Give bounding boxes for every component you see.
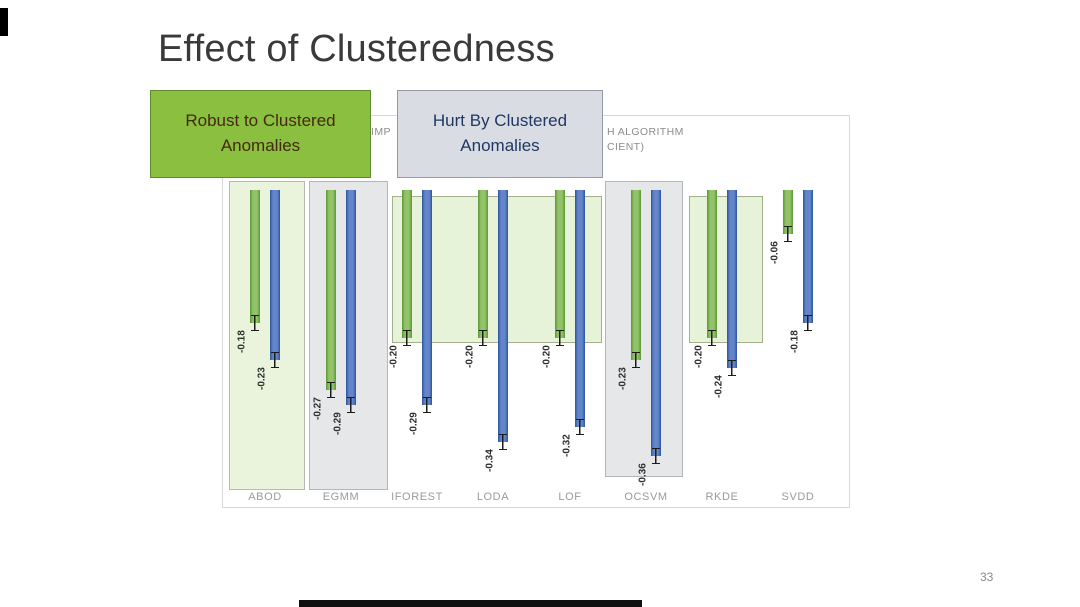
bar-iforest-green — [402, 190, 412, 338]
bar-abod-blue — [270, 190, 280, 360]
axis-label-egmm: EGMM — [322, 491, 360, 503]
error-bar-ocsvm-blue — [652, 448, 660, 464]
error-bar-abod-green — [251, 315, 259, 331]
bar-value-label-egmm-green: -0.27 — [312, 397, 324, 421]
bar-value-label-iforest-blue: -0.29 — [408, 412, 420, 436]
bar-value-label-lof-green: -0.20 — [541, 345, 553, 369]
page-number: 33 — [980, 570, 994, 584]
axis-label-loda: LODA — [476, 491, 510, 503]
bar-value-label-lof-blue: -0.32 — [561, 434, 573, 458]
callout-robust-text: Robust to Clustered Anomalies — [185, 109, 335, 158]
bar-value-label-rkde-green: -0.20 — [693, 345, 705, 369]
bar-svdd-green — [783, 190, 793, 234]
bar-ocsvm-blue — [651, 190, 661, 456]
bar-value-label-ocsvm-green: -0.23 — [617, 367, 629, 391]
bar-rkde-green — [707, 190, 717, 338]
slide-title: Effect of Clusteredness — [158, 28, 555, 70]
chart-title-fragment-3: CIENT) — [607, 141, 645, 153]
highlight-box-abod — [229, 181, 305, 490]
bar-ocsvm-green — [631, 190, 641, 360]
bar-rkde-blue — [727, 190, 737, 368]
error-bar-iforest-blue — [423, 397, 431, 413]
bar-value-label-iforest-green: -0.20 — [388, 345, 400, 369]
axis-label-ocsvm: OCSVM — [624, 491, 668, 503]
bar-svdd-blue — [803, 190, 813, 323]
bar-lof-green — [555, 190, 565, 338]
error-bar-lof-green — [556, 330, 564, 346]
error-bar-loda-green — [479, 330, 487, 346]
bar-abod-green — [250, 190, 260, 323]
bar-value-label-ocsvm-blue: -0.36 — [637, 463, 649, 487]
error-bar-svdd-blue — [804, 315, 812, 331]
error-bar-ocsvm-green — [632, 352, 640, 368]
callout-line: Robust to Clustered — [185, 111, 336, 131]
callout-hurt-text: Hurt By Clustered Anomalies — [433, 109, 567, 158]
error-bar-rkde-green — [708, 330, 716, 346]
callout-hurt-by-clustered: Hurt By Clustered Anomalies — [397, 90, 603, 178]
video-artifact-bottom — [299, 600, 642, 607]
axis-label-iforest: IFOREST — [391, 491, 443, 503]
axis-label-abod: ABOD — [248, 491, 282, 503]
chart-title-fragment-1: IMP — [371, 126, 391, 138]
axis-label-lof: LOF — [558, 491, 582, 503]
bar-egmm-blue — [346, 190, 356, 405]
error-bar-lof-blue — [576, 419, 584, 435]
bar-iforest-blue — [422, 190, 432, 405]
highlight-box-rkde — [689, 196, 763, 343]
axis-label-rkde: RKDE — [705, 491, 739, 503]
highlight-box-ocsvm — [605, 181, 683, 477]
axis-label-svdd: SVDD — [781, 491, 815, 503]
bar-value-label-svdd-blue: -0.18 — [789, 330, 801, 354]
bar-value-label-abod-blue: -0.23 — [256, 367, 268, 391]
error-bar-loda-blue — [499, 434, 507, 450]
error-bar-abod-blue — [271, 352, 279, 368]
bar-value-label-loda-blue: -0.34 — [484, 449, 496, 473]
bar-value-label-abod-green: -0.18 — [236, 330, 248, 354]
callout-line: Hurt By Clustered — [432, 111, 568, 131]
bar-value-label-egmm-blue: -0.29 — [332, 412, 344, 436]
bar-value-label-svdd-green: -0.06 — [769, 241, 781, 265]
callout-robust-to-clustered: Robust to Clustered Anomalies — [150, 90, 371, 178]
callout-line: Anomalies — [220, 136, 301, 155]
error-bar-rkde-blue — [728, 360, 736, 376]
error-bar-egmm-blue — [347, 397, 355, 413]
chart-title-fragment-2: H ALGORITHM — [607, 126, 684, 138]
bar-value-label-rkde-blue: -0.24 — [713, 375, 725, 399]
callout-line: Anomalies — [460, 136, 540, 155]
bar-loda-blue — [498, 190, 508, 442]
video-artifact-top-left — [0, 8, 8, 36]
bar-lof-blue — [575, 190, 585, 427]
error-bar-svdd-green — [784, 226, 792, 242]
error-bar-egmm-green — [327, 382, 335, 398]
bar-value-label-loda-green: -0.20 — [464, 345, 476, 369]
bar-loda-green — [478, 190, 488, 338]
bar-egmm-green — [326, 190, 336, 390]
error-bar-iforest-green — [403, 330, 411, 346]
